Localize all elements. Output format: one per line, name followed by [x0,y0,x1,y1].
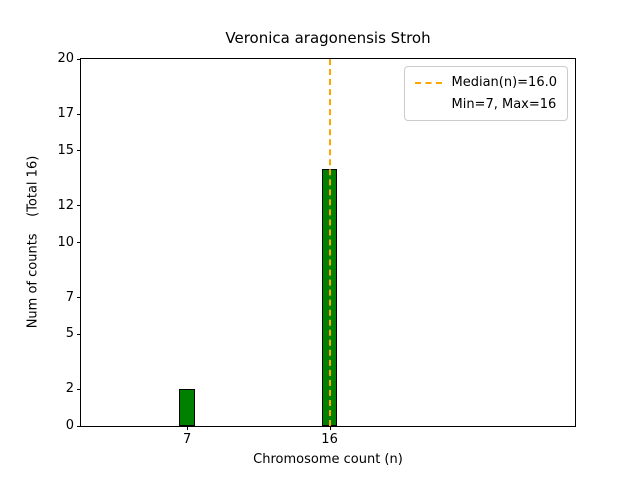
y-tick-0 [77,425,81,427]
x-tick-label-16: 16 [321,432,338,447]
y-tick-label-0: 0 [65,418,74,433]
y-tick-label-5: 5 [65,326,74,342]
x-tick-7 [187,426,189,430]
y-tick-2 [77,388,81,390]
y-tick-label-7: 7 [65,289,74,305]
y-tick-5 [77,333,81,335]
y-tick-label-2: 2 [65,381,74,397]
plot-area: Median(n)=16.0 Min=7, Max=16 7 16 0 2 5 7 10 12… [57,52,576,447]
y-tick-label-12: 12 [57,197,74,213]
y-tick-10 [77,242,81,243]
y-tick-label-20: 20 [57,51,74,66]
y-tick-17 [77,113,81,115]
median-line [328,59,331,426]
y-tick-label-10: 10 [57,234,74,250]
chart-title: Veronica aragonensis Stroh [225,29,431,47]
y-axis-label: Num of counts (Total 16) [25,155,41,329]
y-tick-label-15: 15 [57,142,74,158]
bar-n7 [179,389,195,426]
y-tick-15 [77,150,81,152]
median-dashed-line-swatch [415,81,443,84]
y-tick-7 [77,297,81,299]
x-axis-label: Chromosome count (n) [253,452,403,467]
y-tick-12 [77,205,81,207]
y-tick-20 [77,58,81,60]
y-tick-label-17: 17 [57,106,74,122]
legend-median-label: Median(n)=16.0 [451,75,557,90]
legend-entry-minmax: Min=7, Max=16 [415,97,557,112]
legend-entry-median: Median(n)=16.0 [415,75,557,90]
x-tick-label-7: 7 [182,432,192,447]
legend-minmax-label: Min=7, Max=16 [451,97,557,112]
x-tick-16 [329,426,331,430]
legend: Median(n)=16.0 Min=7, Max=16 [404,66,568,121]
legend-blank-swatch [415,104,442,106]
